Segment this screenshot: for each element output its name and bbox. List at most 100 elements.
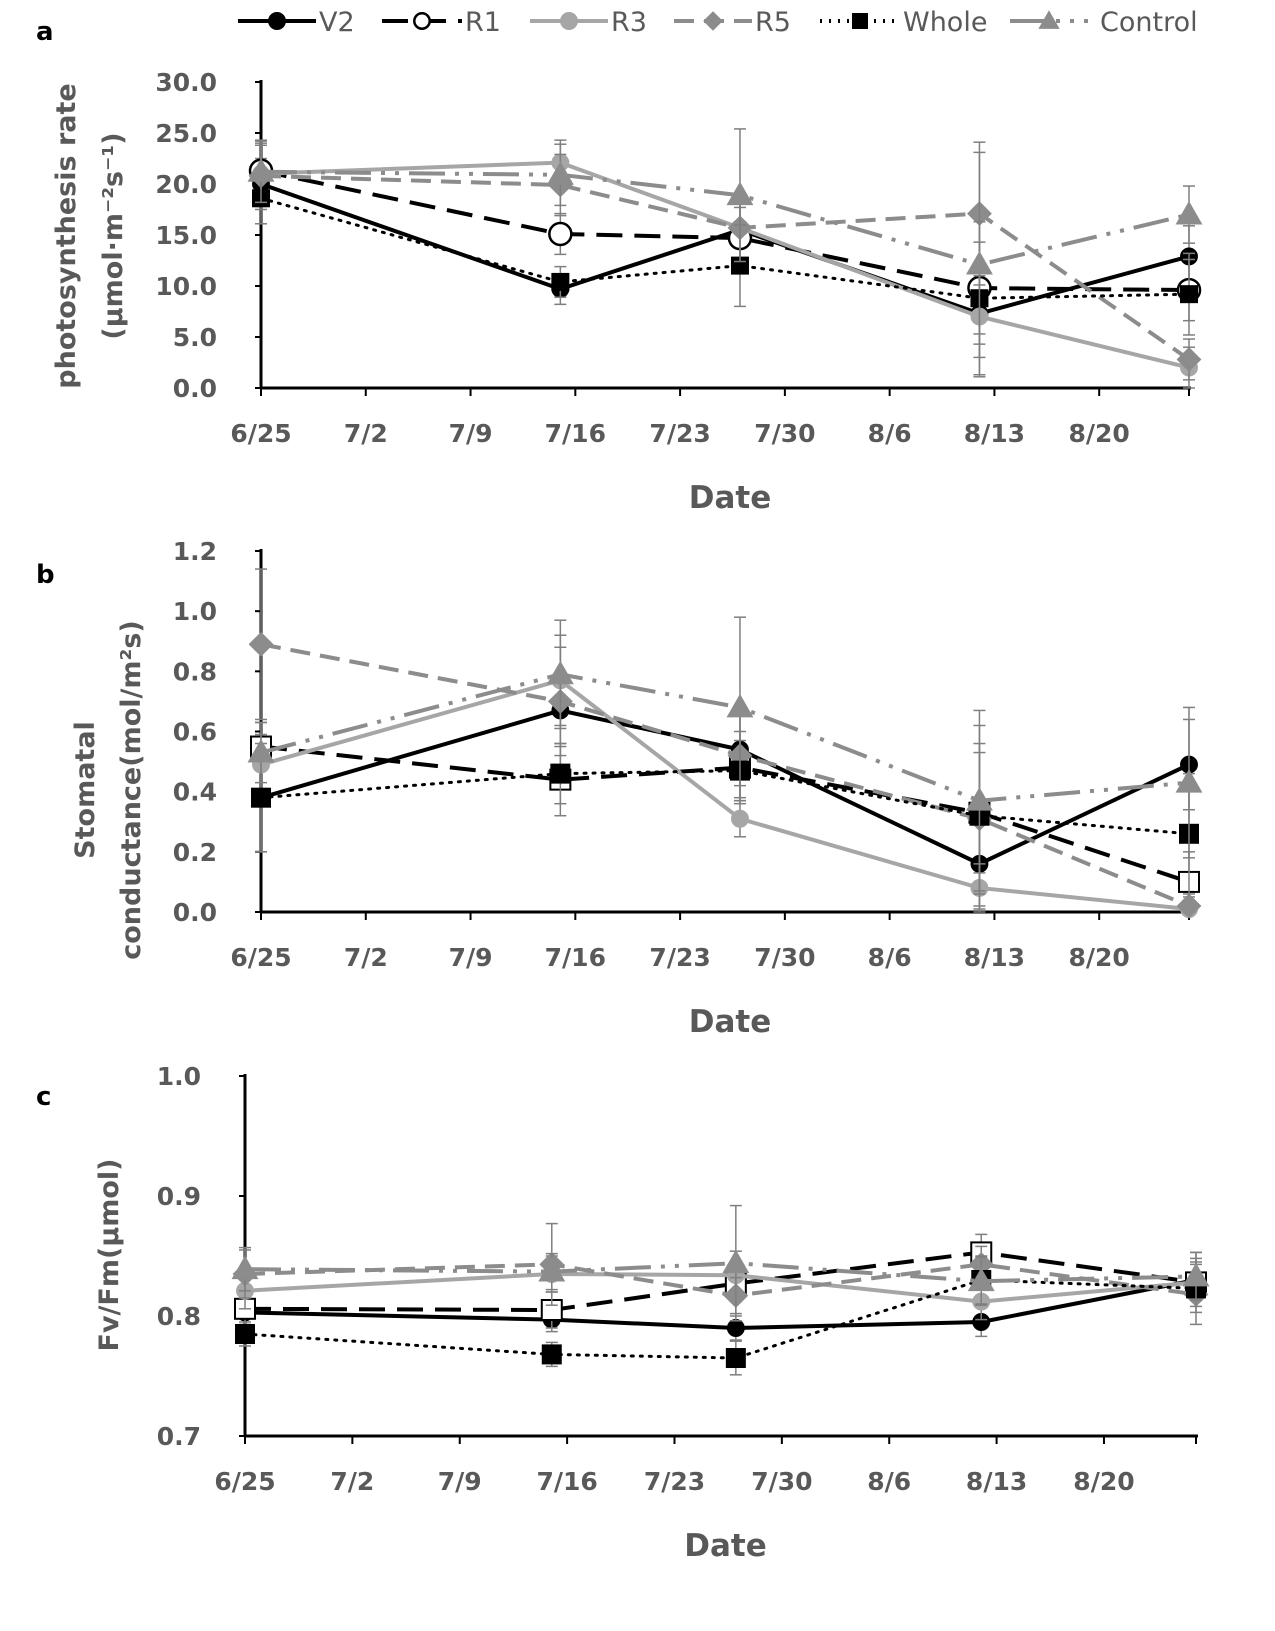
x-tick-label: 7/2 bbox=[344, 943, 388, 972]
x-tick-label: 8/13 bbox=[964, 419, 1025, 448]
x-tick-label: 8/6 bbox=[867, 1467, 911, 1496]
y-tick-label: 0.7 bbox=[157, 1422, 201, 1451]
data-point bbox=[731, 809, 749, 828]
panels: a 0.0 5.0 10.0 15.0 20.0 25.0 30.0 6/25 7/2 7/9 7/1… bbox=[36, 17, 1210, 1564]
data-point bbox=[550, 763, 571, 784]
data-point bbox=[541, 1344, 562, 1365]
x-tick-label: 7/2 bbox=[330, 1467, 374, 1496]
data-point bbox=[546, 660, 574, 685]
series-v2 bbox=[252, 157, 1198, 345]
series-v2 bbox=[252, 673, 1198, 910]
y-tick-label: 25.0 bbox=[155, 119, 217, 148]
legend-label: R3 bbox=[611, 7, 647, 38]
panel-label: b bbox=[36, 560, 55, 590]
x-tick-label: 7/2 bbox=[344, 419, 388, 448]
y-tick-label: 0.8 bbox=[157, 1302, 201, 1331]
data-point bbox=[1182, 1262, 1210, 1287]
series-whole bbox=[252, 172, 1198, 376]
y-tick-label: 5.0 bbox=[173, 323, 217, 352]
series-r5 bbox=[248, 568, 1202, 919]
series-r3 bbox=[252, 634, 1198, 918]
y-tick-label: 0.4 bbox=[173, 778, 217, 807]
y-axis-title: Stomatal bbox=[70, 721, 101, 859]
series-control bbox=[247, 616, 1203, 892]
legend-item-v2: V2 bbox=[238, 7, 355, 38]
x-tick-label: 7/30 bbox=[751, 1467, 812, 1496]
series-line bbox=[259, 196, 1191, 300]
data-point bbox=[248, 631, 274, 657]
legend-label: V2 bbox=[319, 7, 355, 38]
legend-item-whole: Whole bbox=[820, 7, 987, 38]
y-axis-title: conductance(mol/m²s) bbox=[116, 620, 147, 960]
x-tick-label: 7/30 bbox=[754, 419, 815, 448]
data-point bbox=[247, 158, 275, 182]
y-tick-label: 15.0 bbox=[155, 221, 217, 250]
series-line bbox=[243, 1278, 1198, 1360]
legend-label: Control bbox=[1100, 7, 1198, 38]
x-axis-title: Date bbox=[689, 1004, 772, 1040]
y-axis-title: Fv/Fm(µmol) bbox=[94, 1159, 125, 1352]
y-tick-label: 1.0 bbox=[173, 597, 217, 626]
x-tick-label: 8/6 bbox=[868, 943, 912, 972]
legend-marker bbox=[560, 12, 578, 30]
panel-label: a bbox=[36, 17, 54, 47]
data-point bbox=[726, 1319, 745, 1337]
legend: V2 R1 R3 R5 Whole Control bbox=[238, 7, 1198, 38]
legend-label: R1 bbox=[465, 7, 501, 38]
y-tick-label: 1.0 bbox=[157, 1062, 201, 1091]
x-tick-label: 8/20 bbox=[1069, 943, 1130, 972]
data-point bbox=[247, 738, 275, 763]
series-line bbox=[260, 672, 1190, 803]
series-line bbox=[260, 744, 1190, 884]
legend-marker bbox=[703, 11, 723, 31]
panel-label: c bbox=[36, 1082, 51, 1112]
series-line bbox=[259, 769, 1191, 836]
data-point bbox=[967, 1267, 995, 1292]
panel-c: c 0.7 0.8 0.9 1.0 6/25 7/2 7/9 7/16 7/23 7/30 8/6 8/… bbox=[36, 1062, 1210, 1564]
y-tick-label: 0.9 bbox=[157, 1182, 201, 1211]
series-r5 bbox=[248, 141, 1202, 381]
legend-marker bbox=[852, 13, 868, 29]
data-point bbox=[1176, 893, 1202, 919]
data-point bbox=[965, 250, 993, 275]
legend-label: Whole bbox=[903, 7, 987, 38]
y-tick-label: 0.0 bbox=[173, 374, 217, 403]
data-point bbox=[965, 787, 993, 811]
data-point bbox=[548, 221, 573, 247]
y-tick-label: 20.0 bbox=[155, 170, 217, 199]
x-tick-label: 6/25 bbox=[230, 419, 291, 448]
legend-marker bbox=[1038, 10, 1060, 29]
series-line bbox=[244, 1262, 1197, 1298]
y-tick-label: 0.8 bbox=[173, 657, 217, 686]
data-point bbox=[726, 181, 754, 206]
x-tick-label: 7/16 bbox=[536, 1467, 597, 1496]
series-line bbox=[244, 1250, 1197, 1313]
y-axis-title: (µmol·m⁻²s⁻¹) bbox=[98, 132, 129, 339]
legend-item-r1: R1 bbox=[382, 7, 501, 38]
series-line bbox=[260, 168, 1190, 293]
y-tick-label: 30.0 bbox=[155, 68, 217, 97]
legend-marker bbox=[268, 12, 286, 30]
data-point bbox=[231, 1255, 259, 1280]
legend-item-control: Control bbox=[1010, 7, 1198, 38]
series-whole bbox=[251, 724, 1199, 907]
x-tick-label: 7/9 bbox=[449, 943, 493, 972]
x-tick-label: 7/16 bbox=[545, 943, 606, 972]
panel-a: a 0.0 5.0 10.0 15.0 20.0 25.0 30.0 6/25 7/2 7/9 7/1… bbox=[36, 17, 1203, 516]
x-tick-label: 7/23 bbox=[644, 1467, 705, 1496]
legend-label: R5 bbox=[755, 7, 791, 38]
data-point bbox=[1175, 769, 1203, 793]
data-point bbox=[546, 161, 574, 185]
data-point bbox=[726, 693, 754, 718]
y-tick-label: 0.6 bbox=[173, 718, 217, 747]
x-tick-label: 7/23 bbox=[649, 419, 710, 448]
panel-b: b 0.0 0.2 0.4 0.6 0.8 1.0 1.2 6/25 7/2 7/9 7/16 7/23… bbox=[36, 537, 1203, 1040]
data-point bbox=[1180, 285, 1198, 304]
y-tick-label: 0.2 bbox=[173, 838, 217, 867]
y-tick-label: 0.0 bbox=[173, 898, 217, 927]
x-tick-label: 8/20 bbox=[1069, 419, 1130, 448]
x-tick-label: 6/25 bbox=[230, 943, 291, 972]
series-control bbox=[247, 128, 1203, 378]
data-point bbox=[538, 1257, 566, 1282]
